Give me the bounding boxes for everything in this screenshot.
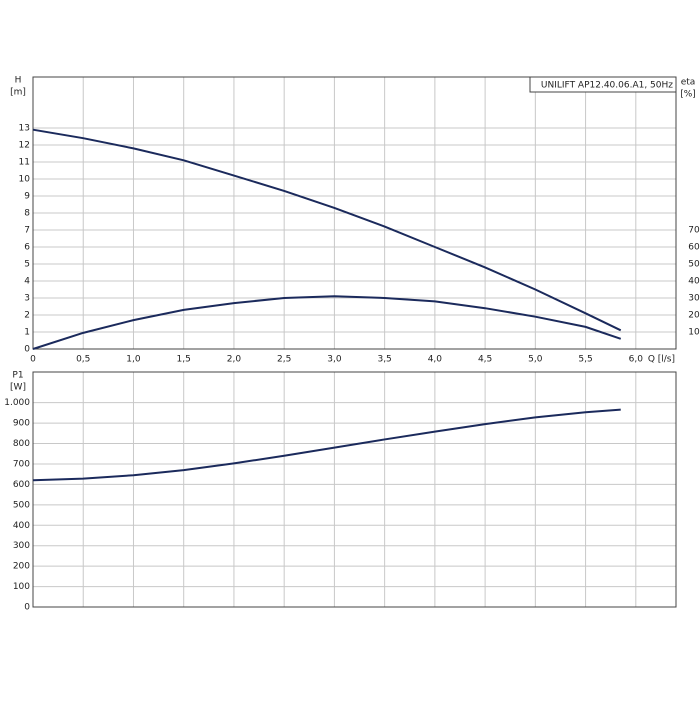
x-tick-label: 2,5 <box>277 355 291 365</box>
y-tick-label: 1 <box>24 328 30 338</box>
chart-title: UNILIFT AP12.40.06.A1, 50Hz <box>541 81 673 91</box>
x-tick-label: 4,5 <box>478 355 492 365</box>
y2-axis-unit: [%] <box>680 90 696 100</box>
curve <box>32 295 622 350</box>
y-axis-label: H <box>15 76 22 86</box>
title-box <box>529 76 677 93</box>
curve <box>32 408 621 482</box>
y2-tick-label: 40 <box>688 277 700 287</box>
y-tick-label: 700 <box>13 459 30 469</box>
y-tick-label: 800 <box>13 439 30 449</box>
y-tick-label: 5 <box>24 260 30 270</box>
y-tick-label: 11 <box>19 158 30 168</box>
y-tick-label: 8 <box>24 209 30 219</box>
y-tick-label: 0 <box>24 345 30 355</box>
y2-tick-label: 60 <box>688 243 700 253</box>
y-tick-label: 500 <box>13 500 30 510</box>
x-tick-label: 4,0 <box>428 355 443 365</box>
x-tick-label: 2,0 <box>227 355 242 365</box>
y2-tick-label: 10 <box>688 328 700 338</box>
y-tick-label: 10 <box>19 175 31 185</box>
y2-tick-label: 70 <box>688 226 700 236</box>
y-tick-label: 200 <box>13 562 30 572</box>
y-tick-label: 2 <box>24 311 30 321</box>
y-tick-label: 4 <box>24 277 30 287</box>
y-tick-label: 600 <box>13 480 30 490</box>
y-tick-label: 900 <box>13 419 30 429</box>
y-axis-unit: [m] <box>10 88 26 98</box>
y2-axis-label: eta <box>681 78 696 88</box>
x-tick-label: 0,5 <box>76 355 90 365</box>
y-tick-label: 7 <box>24 226 30 236</box>
x-tick-label: 3,0 <box>327 355 342 365</box>
plot-frame <box>32 371 677 608</box>
plot-frame <box>32 76 677 350</box>
x-tick-label: 0 <box>30 355 36 365</box>
y2-tick-label: 20 <box>688 311 700 321</box>
x-axis-label: Q [l/s] <box>648 355 675 365</box>
y2-tick-label: 30 <box>688 294 700 304</box>
y-tick-label: 0 <box>24 603 30 613</box>
y-axis-label: P1 <box>12 371 23 381</box>
y-tick-label: 6 <box>24 243 30 253</box>
y-tick-label: 13 <box>19 124 30 134</box>
y-axis-unit: [W] <box>10 383 26 393</box>
curve <box>32 128 622 332</box>
y-tick-label: 9 <box>24 192 30 202</box>
y2-tick-label: 50 <box>688 260 700 270</box>
y-tick-label: 300 <box>13 541 30 551</box>
y-tick-label: 3 <box>24 294 30 304</box>
y-tick-label: 12 <box>19 141 30 151</box>
x-tick-label: 5,5 <box>578 355 592 365</box>
x-tick-label: 1,5 <box>177 355 191 365</box>
y-tick-label: 1.000 <box>4 398 30 408</box>
y-tick-label: 100 <box>13 582 30 592</box>
x-tick-label: 6,0 <box>629 355 644 365</box>
x-tick-label: 1,0 <box>126 355 141 365</box>
x-tick-label: 5,0 <box>528 355 543 365</box>
y-tick-label: 400 <box>13 521 30 531</box>
x-tick-label: 3,5 <box>377 355 391 365</box>
